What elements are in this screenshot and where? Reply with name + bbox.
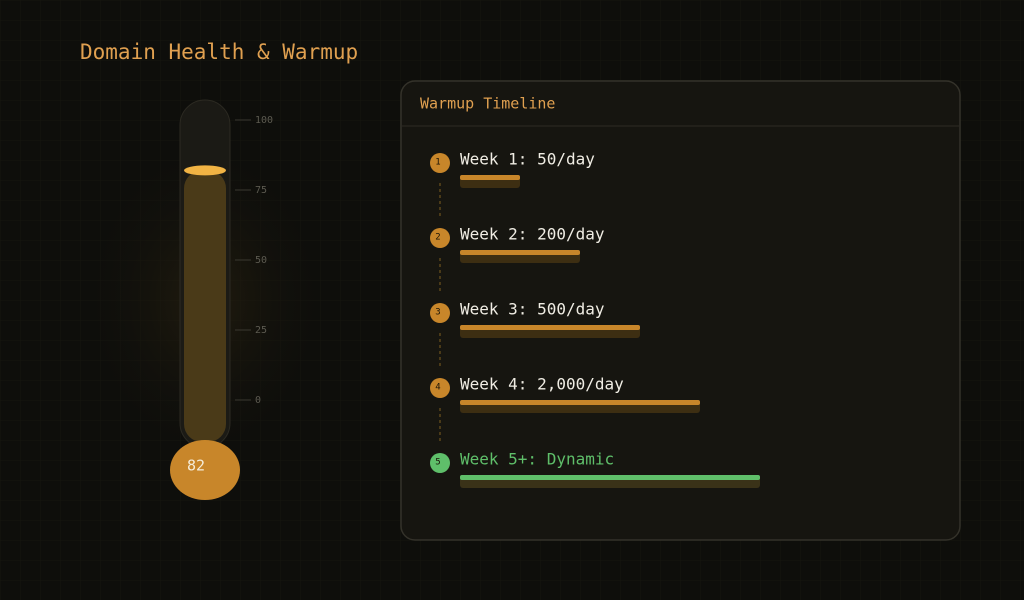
page-title: Domain Health & Warmup — [80, 40, 358, 64]
step-badge — [430, 453, 450, 473]
step-badge — [430, 153, 450, 173]
step-label: Week 5+: Dynamic — [460, 450, 614, 469]
timeline-panel — [400, 80, 961, 541]
step-progress-bar — [460, 250, 580, 255]
step-label: Week 2: 200/day — [460, 225, 605, 244]
timeline-steps: 1 Week 1: 50/day 2 Week 2: 200/day 3 Week 3: … — [430, 150, 760, 488]
gauge-value: 82 — [187, 457, 205, 475]
gauge-tick-label: 25 — [255, 325, 267, 336]
panel-title: Warmup Timeline — [420, 95, 555, 113]
gauge-level — [184, 165, 226, 176]
step-badge — [430, 228, 450, 248]
gauge-bulb — [170, 440, 240, 500]
gauge: 0 25 50 75 100 82 — [170, 115, 273, 500]
gauge-tick-label: 100 — [255, 115, 273, 126]
step-progress-bar — [460, 175, 520, 180]
step-progress-bar — [460, 475, 760, 480]
gauge-fill — [184, 170, 226, 442]
gauge-tick-label: 0 — [255, 395, 261, 406]
step-progress-bar — [460, 325, 640, 330]
step-progress-bar — [460, 400, 700, 405]
step-number: 5 — [435, 458, 440, 468]
step-badge — [430, 303, 450, 323]
step-number: 3 — [435, 308, 440, 318]
step-label: Week 4: 2,000/day — [460, 375, 624, 394]
step-number: 4 — [435, 383, 440, 393]
gauge-tick-label: 75 — [255, 185, 267, 196]
step-number: 2 — [435, 233, 440, 243]
step-label: Week 3: 500/day — [460, 300, 605, 319]
gauge-tick-label: 50 — [255, 255, 267, 266]
step-badge — [430, 378, 450, 398]
step-label: Week 1: 50/day — [460, 150, 595, 169]
step-number: 1 — [435, 158, 440, 168]
